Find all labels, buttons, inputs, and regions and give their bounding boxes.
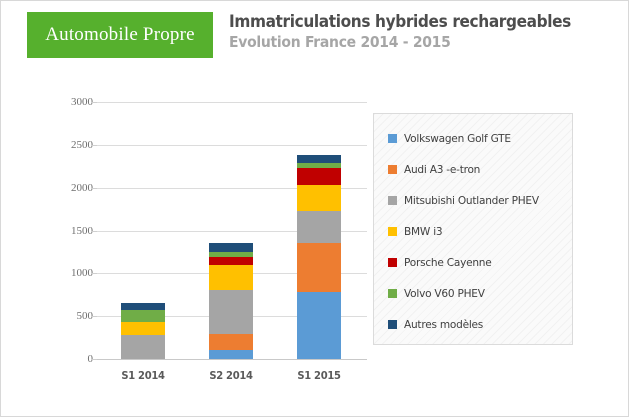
legend-item-label: Audi A3 -e-tron (404, 163, 481, 176)
y-axis-tick-label: 2000 (71, 181, 93, 194)
legend-swatch-icon (388, 258, 397, 267)
bar-segment[interactable] (121, 322, 165, 336)
x-axis-tick-label: S1 2015 (297, 370, 341, 382)
y-axis-tickmark (91, 316, 97, 317)
bar-segment[interactable] (209, 243, 253, 252)
y-axis-tick-label: 1000 (71, 267, 93, 280)
y-axis-tick-label: 500 (76, 310, 94, 323)
y-axis-tick-label: 1500 (71, 224, 93, 237)
legend-item[interactable]: Autres modèles (388, 309, 572, 340)
bar-segment[interactable] (297, 185, 341, 211)
page-header: Automobile Propre Immatriculations hybri… (1, 1, 628, 63)
legend-swatch-icon (388, 289, 397, 298)
legend-swatch-icon (388, 196, 397, 205)
y-axis: 3000 2500 2000 1500 1000 500 0 (45, 67, 93, 416)
legend-item-label: BMW i3 (404, 225, 443, 238)
bar-segment[interactable] (297, 242, 341, 293)
x-axis-baseline (97, 359, 367, 360)
bar-segment[interactable] (297, 210, 341, 243)
legend-item[interactable]: Porsche Cayenne (388, 247, 572, 278)
y-axis-tickmark (91, 273, 97, 274)
bar-segment[interactable] (209, 334, 253, 351)
bar-segment[interactable] (297, 292, 341, 359)
legend-item-label: Mitsubishi Outlander PHEV (404, 194, 539, 207)
y-axis-tickmark (91, 188, 97, 189)
y-axis-tick-label: 0 (47, 353, 94, 365)
legend-swatch-icon (388, 320, 397, 329)
x-axis: S1 2014 S2 2014 S1 2015 (97, 362, 367, 386)
legend-item-label: Porsche Cayenne (404, 256, 492, 269)
y-axis-tick-label: 2500 (71, 138, 93, 151)
legend-item[interactable]: Volkswagen Golf GTE (388, 123, 572, 154)
legend-item[interactable]: Mitsubishi Outlander PHEV (388, 185, 572, 216)
bar-stack[interactable] (121, 302, 165, 359)
bar-segment[interactable] (121, 335, 165, 359)
bar-segment[interactable] (209, 289, 253, 335)
title-block: Immatriculations hybrides rechargeables … (229, 11, 597, 52)
bars-layer (97, 67, 367, 416)
legend-item[interactable]: BMW i3 (388, 216, 572, 247)
bar-segment[interactable] (209, 264, 253, 290)
bar-segment[interactable] (297, 162, 341, 169)
legend-swatch-icon (388, 165, 397, 174)
legend-item[interactable]: Audi A3 -e-tron (388, 154, 572, 185)
y-axis-tick-label: 3000 (71, 96, 93, 108)
bar-segment[interactable] (209, 256, 253, 265)
page-subtitle: Evolution France 2014 - 2015 (229, 33, 451, 51)
bar-stack[interactable] (297, 154, 341, 359)
brand-name: Automobile Propre (45, 24, 195, 45)
bar-segment[interactable] (297, 168, 341, 186)
y-axis-tickmark (91, 359, 97, 360)
chart-legend: Volkswagen Golf GTE Audi A3 -e-tron Mitsub… (373, 113, 573, 345)
bar-segment[interactable] (121, 310, 165, 323)
legend-item-label: Volkswagen Golf GTE (404, 132, 511, 145)
gridline (97, 102, 367, 103)
bar-stack[interactable] (209, 243, 253, 359)
bar-segment[interactable] (209, 251, 253, 257)
y-axis-tickmark (91, 145, 97, 146)
bar-segment[interactable] (121, 302, 165, 311)
legend-item-label: Volvo V60 PHEV (404, 287, 485, 300)
bar-segment[interactable] (209, 350, 253, 359)
y-axis-tickmark (91, 231, 97, 232)
gridline (97, 231, 367, 232)
gridline (97, 188, 367, 189)
legend-swatch-icon (388, 134, 397, 143)
legend-item[interactable]: Volvo V60 PHEV (388, 278, 572, 309)
page-title: Immatriculations hybrides rechargeables (229, 12, 571, 31)
legend-swatch-icon (388, 227, 397, 236)
brand-badge: Automobile Propre (27, 12, 213, 58)
bar-segment[interactable] (297, 154, 341, 163)
x-axis-tick-label: S1 2014 (121, 370, 165, 382)
legend-item-label: Autres modèles (404, 318, 484, 331)
x-axis-tick-label: S2 2014 (209, 370, 253, 382)
gridline (97, 145, 367, 146)
y-axis-tickmark (91, 102, 97, 103)
